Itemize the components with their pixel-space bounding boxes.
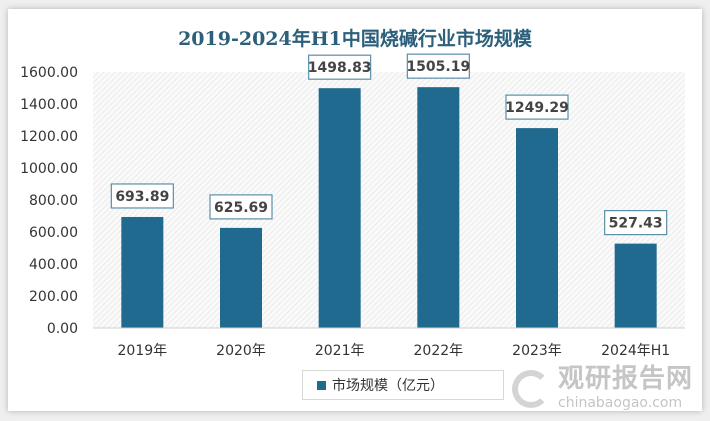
legend-swatch <box>317 380 326 390</box>
bar <box>121 216 164 328</box>
x-tick-label: 2024年H1 <box>601 343 670 359</box>
legend-label: 市场规模（亿元） <box>332 378 444 394</box>
x-tick-label: 2022年 <box>414 343 464 359</box>
y-tick-label: 800.00 <box>29 193 78 209</box>
data-label: 693.89 <box>115 189 169 205</box>
bar <box>220 227 262 328</box>
x-tick-label: 2023年 <box>512 343 562 359</box>
data-label-box <box>406 53 470 79</box>
data-label-box <box>505 94 569 120</box>
legend: 市场规模（亿元） <box>302 370 504 400</box>
x-tick-label: 2019年 <box>118 343 168 359</box>
data-label-box <box>604 210 668 236</box>
bar <box>417 87 460 328</box>
data-label: 1249.29 <box>505 100 569 116</box>
bar <box>614 243 657 328</box>
watermark-cn: 观研报告网 <box>558 364 694 394</box>
bar <box>318 88 361 329</box>
y-tick-label: 400.00 <box>29 257 78 273</box>
data-label-box <box>308 54 372 80</box>
chart-title: 2019-2024年H1中国烧碱行业市场规模 <box>178 28 532 50</box>
data-label: 527.43 <box>609 216 663 232</box>
data-label: 1505.19 <box>406 59 470 75</box>
data-label: 1498.83 <box>308 60 372 76</box>
y-tick-label: 200.00 <box>29 289 78 305</box>
x-tick-label: 2021年 <box>315 343 365 359</box>
y-tick-label: 600.00 <box>29 225 78 241</box>
y-tick-label: 0.00 <box>47 321 78 337</box>
y-tick-label: 1400.00 <box>20 97 78 113</box>
y-tick-label: 1600.00 <box>20 65 78 81</box>
data-label-box <box>110 183 174 209</box>
y-tick-label: 1200.00 <box>20 129 78 145</box>
x-tick-label: 2020年 <box>216 343 266 359</box>
data-label-box <box>209 194 273 220</box>
data-label: 625.69 <box>214 200 268 216</box>
watermark-en: chinabaogao.com <box>558 395 683 411</box>
bar <box>516 128 558 328</box>
plot-area <box>93 72 685 328</box>
watermark-logo-icon <box>512 370 550 408</box>
y-tick-label: 1000.00 <box>20 161 78 177</box>
